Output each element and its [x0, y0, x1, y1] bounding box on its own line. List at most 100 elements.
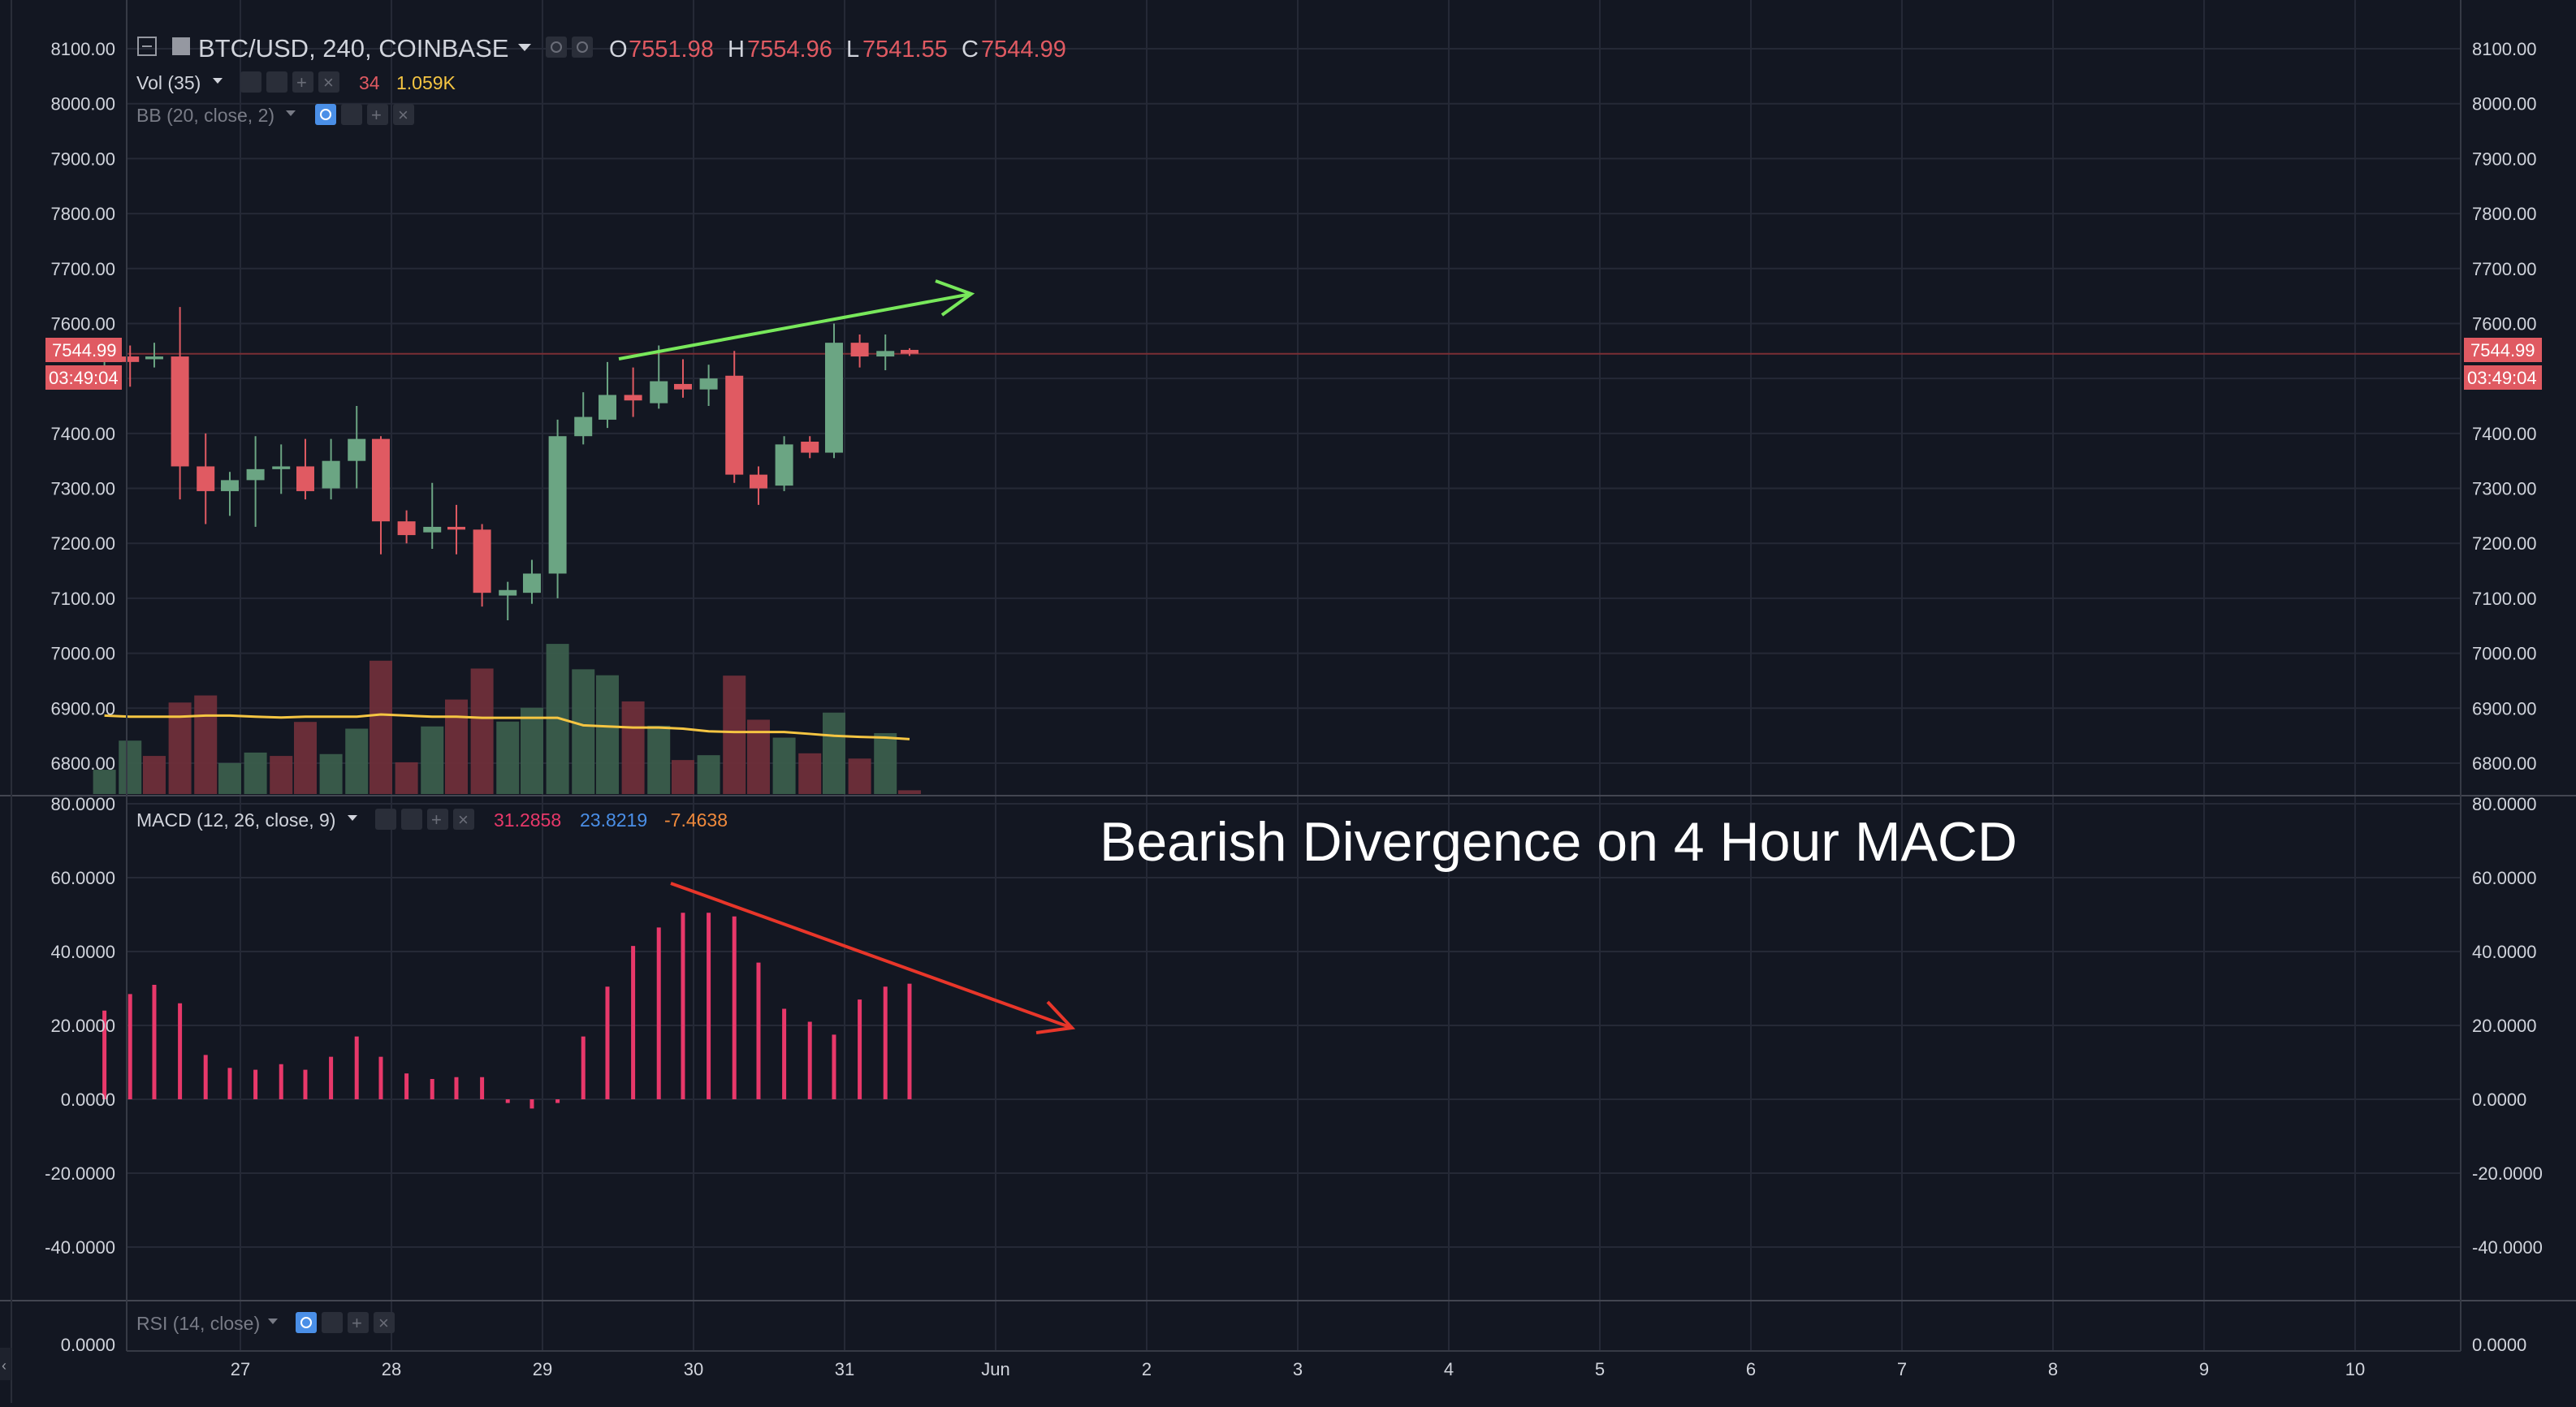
time-tick-label: 6 — [1746, 1359, 1756, 1379]
scroll-left-button[interactable] — [0, 1348, 11, 1380]
bb-label[interactable]: BB (20, close, 2) — [136, 105, 274, 126]
volume-bar — [369, 660, 392, 794]
candle-body — [598, 395, 616, 420]
gear-icon[interactable] — [322, 1312, 343, 1333]
chevron-down-icon[interactable] — [268, 1319, 278, 1324]
volume-ma-line — [104, 713, 910, 740]
volume-bar — [723, 675, 746, 794]
volume-layer — [93, 644, 921, 794]
candle-body — [322, 460, 340, 489]
macd-tick-label-right: 40.0000 — [2472, 942, 2537, 962]
chevron-down-icon[interactable] — [286, 110, 296, 116]
volume-bar — [470, 668, 494, 794]
candle-body — [650, 381, 668, 404]
svg-text:×: × — [323, 72, 334, 93]
plus-icon[interactable] — [348, 1312, 369, 1333]
eye-icon[interactable] — [240, 71, 261, 93]
close-icon[interactable] — [318, 71, 339, 93]
time-tick-label: 8 — [2048, 1359, 2058, 1379]
macd-legend[interactable]: MACD (12, 26, close, 9) + × 31.2858 23.8… — [136, 809, 728, 831]
gear-icon[interactable] — [572, 37, 593, 58]
price-tick-label-left: 7600.00 — [50, 313, 115, 334]
candle-body — [145, 356, 163, 360]
macd-layer — [102, 913, 912, 1109]
candle-body — [447, 526, 465, 530]
countdown-text: 03:49:04 — [49, 368, 119, 388]
time-tick-label: 30 — [684, 1359, 703, 1379]
candle-body — [900, 349, 918, 354]
time-tick-label: 28 — [382, 1359, 401, 1379]
bb-legend[interactable]: BB (20, close, 2) + × — [136, 104, 414, 126]
volume-bar — [319, 753, 343, 794]
candle-body — [749, 474, 767, 489]
price-tick-label-right: 7100.00 — [2472, 589, 2537, 609]
price-badge-right: 7544.99 03:49:04 — [2464, 338, 2542, 390]
plus-icon[interactable] — [367, 104, 388, 125]
chevron-down-icon[interactable] — [348, 815, 357, 821]
candle-body — [574, 416, 593, 437]
volume-bar — [595, 675, 619, 794]
collapse-icon[interactable] — [137, 37, 157, 56]
chevron-left-icon[interactable]: ‹ — [2, 1357, 6, 1374]
volume-bar — [345, 728, 369, 794]
price-badge-text: 7544.99 — [52, 340, 117, 360]
close-icon[interactable] — [453, 809, 474, 830]
symbol-icon — [172, 37, 190, 55]
volume-bar — [119, 740, 142, 794]
plus-icon[interactable] — [292, 71, 313, 93]
candle-body — [522, 573, 541, 593]
volume-bar — [822, 712, 845, 794]
volume-bar — [647, 725, 671, 794]
candle-body — [725, 375, 744, 475]
countdown-text: 03:49:04 — [2467, 368, 2537, 388]
eye-icon[interactable] — [315, 104, 336, 125]
gear-icon[interactable] — [266, 71, 287, 93]
candle-body — [197, 466, 215, 491]
rsi-label[interactable]: RSI (14, close) — [136, 1313, 260, 1334]
volume-value: 34 — [359, 72, 380, 93]
main-legend[interactable]: BTC/USD, 240, COINBASE O 7551.98 H 7554.… — [137, 34, 1066, 63]
close-icon[interactable] — [393, 104, 414, 125]
eye-icon[interactable] — [296, 1312, 317, 1333]
price-tick-label-left: 7100.00 — [50, 589, 115, 609]
rsi-legend[interactable]: RSI (14, close) + × — [136, 1312, 395, 1334]
candle-body — [220, 480, 239, 491]
gear-icon[interactable] — [401, 809, 422, 830]
price-tick-label-left: 7800.00 — [50, 204, 115, 224]
macd-tick-label-right: 0.0000 — [2472, 1090, 2526, 1110]
volume-legend[interactable]: Vol (35) + × 34 1.059K — [136, 71, 456, 93]
price-tick-label-left: 7700.00 — [50, 259, 115, 279]
volume-bar — [671, 760, 694, 794]
macd-hist-value: 31.2858 — [494, 809, 561, 831]
price-tick-label-left: 7400.00 — [50, 424, 115, 444]
plus-icon[interactable] — [427, 809, 448, 830]
volume-bar — [142, 756, 166, 794]
volume-label[interactable]: Vol (35) — [136, 72, 201, 93]
eye-icon[interactable] — [375, 809, 396, 830]
settings-icon[interactable] — [546, 37, 567, 58]
price-tick-label-left: 6900.00 — [50, 698, 115, 719]
macd-tick-label-left: 0.0000 — [61, 1090, 115, 1110]
price-tick-label-right: 8000.00 — [2472, 94, 2537, 114]
chevron-down-icon[interactable] — [518, 44, 531, 51]
price-tick-label-right: 7700.00 — [2472, 259, 2537, 279]
macd-tick-label-right: -40.0000 — [2472, 1237, 2543, 1258]
macd-label[interactable]: MACD (12, 26, close, 9) — [136, 809, 335, 831]
candle-body — [673, 383, 692, 390]
volume-bar — [897, 790, 921, 794]
gear-icon[interactable] — [341, 104, 362, 125]
candle-body — [121, 356, 140, 362]
price-tick-label-right: 7200.00 — [2472, 533, 2537, 554]
symbol-title[interactable]: BTC/USD, 240, COINBASE — [198, 34, 508, 63]
open-key: O — [609, 37, 628, 63]
grid-layer — [127, 0, 2461, 1351]
time-tick-label: 5 — [1595, 1359, 1605, 1379]
chevron-down-icon[interactable] — [213, 78, 223, 84]
candle-body — [801, 442, 819, 453]
close-icon[interactable] — [374, 1312, 395, 1333]
macd-tick-label-left: 40.0000 — [50, 942, 115, 962]
price-tick-label-left: 6800.00 — [50, 753, 115, 774]
candle-body — [272, 466, 291, 469]
